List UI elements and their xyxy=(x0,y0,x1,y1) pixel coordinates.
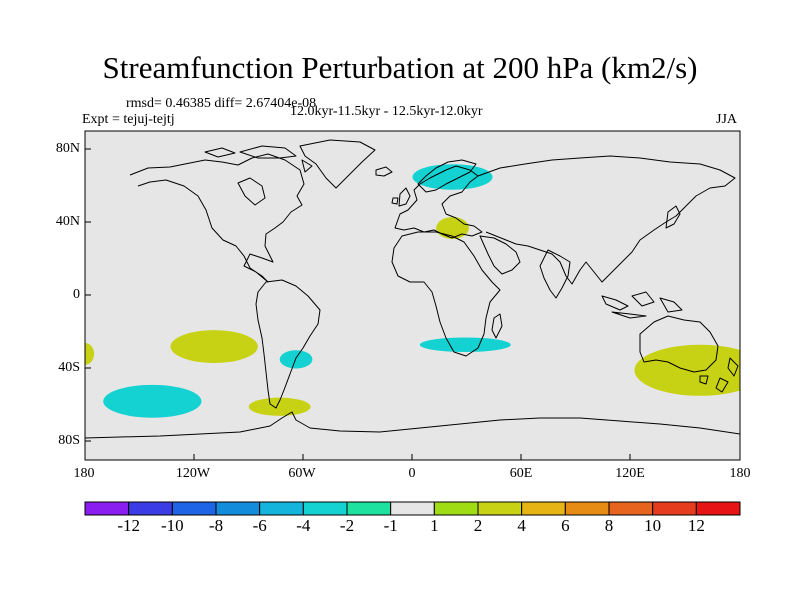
coast-antarctica xyxy=(85,411,740,439)
colorbar-label: 2 xyxy=(473,516,483,535)
colorbar-swatch xyxy=(390,501,435,516)
coast-arctic-islands xyxy=(204,145,313,173)
coast-japan xyxy=(665,205,681,229)
colorbar-swatch xyxy=(477,501,523,516)
lon-label-180w: 180 xyxy=(73,466,95,481)
coast-asia xyxy=(477,155,736,285)
colorbar-swatch xyxy=(433,501,479,516)
anomaly-mediterranean xyxy=(436,217,469,239)
lat-label-80n: 80N xyxy=(55,141,80,156)
lon-label-60w: 60W xyxy=(288,466,316,481)
anomaly-se-pacific xyxy=(170,330,258,363)
anomaly-south-africa xyxy=(419,337,511,353)
coast-south-america xyxy=(255,279,321,409)
colorbar-label: 4 xyxy=(517,516,526,535)
lat-label-40n: 40N xyxy=(55,214,80,229)
colorbar-swatch xyxy=(652,501,697,516)
coast-scandinavia xyxy=(417,159,477,193)
coast-australia xyxy=(639,315,719,373)
coast-new-zealand xyxy=(715,357,739,393)
colorbar-label: -2 xyxy=(339,516,355,535)
colorbar-label: -1 xyxy=(383,516,398,535)
colorbar-label: 12 xyxy=(687,516,705,535)
colorbar-swatch xyxy=(346,501,392,516)
coast-iceland xyxy=(375,166,393,177)
colorbar-label: -4 xyxy=(296,516,311,535)
colorbar xyxy=(84,501,741,516)
lon-label-120w: 120W xyxy=(175,466,211,481)
lon-label-180e: 180 xyxy=(729,466,751,481)
anomaly-south-pacific xyxy=(103,384,202,418)
colorbar-label: 6 xyxy=(561,516,570,535)
colorbar-swatch xyxy=(608,501,654,516)
anomaly-argentina xyxy=(279,350,313,369)
lon-label-0: 0 xyxy=(408,466,416,481)
anomaly-dateline-edge xyxy=(85,342,95,365)
colorbar-label: 8 xyxy=(604,516,614,535)
colorbar-label: 10 xyxy=(644,516,662,535)
colorbar-swatch xyxy=(84,501,130,516)
coast-madagascar xyxy=(491,313,503,339)
lat-label-0: 0 xyxy=(73,287,80,302)
colorbar-swatch xyxy=(302,501,348,516)
stats-text: rmsd= 0.46385 diff= 2.67404e-08 xyxy=(126,96,317,111)
coast-british-isles xyxy=(391,187,411,207)
colorbar-label: 1 xyxy=(430,516,439,535)
colorbar-label: -12 xyxy=(117,516,140,535)
colorbar-label: -10 xyxy=(160,516,184,535)
colorbar-swatch xyxy=(695,501,741,516)
colorbar-swatch xyxy=(521,501,566,516)
coast-tasmania xyxy=(699,375,709,385)
coast-india xyxy=(539,249,571,299)
map-title: Streamfunction Perturbation at 200 hPa (… xyxy=(102,50,698,85)
coastlines xyxy=(85,139,740,439)
colorbar-swatch xyxy=(564,501,610,516)
colorbar-swatch xyxy=(215,501,261,516)
colorbar-label: -8 xyxy=(208,516,224,535)
anomaly-drake-passage xyxy=(248,397,311,416)
lon-label-60e: 60E xyxy=(509,466,533,481)
colorbar-swatch xyxy=(259,501,304,516)
coast-indonesia xyxy=(601,291,683,319)
colorbar-swatch xyxy=(128,501,173,516)
colorbar-label: -6 xyxy=(252,516,267,535)
coast-arabia xyxy=(479,235,521,275)
coast-africa xyxy=(391,231,501,357)
coast-north-america xyxy=(129,153,305,283)
season-label: JJA xyxy=(716,112,738,127)
lat-label-40s: 40S xyxy=(58,360,80,375)
coast-greenland xyxy=(299,139,376,189)
experiment-label: Expt = tejuj-tejtj xyxy=(82,112,175,127)
lon-label-120e: 120E xyxy=(615,466,645,481)
anomaly-australia-tasman-sea xyxy=(634,344,740,396)
period-label: 12.0kyr-11.5kyr - 12.5kyr-12.0kyr xyxy=(290,104,483,119)
colorbar-swatch xyxy=(171,501,217,516)
lat-label-80s: 80S xyxy=(58,433,80,448)
axis-ticks xyxy=(85,148,631,460)
coast-hudson-bay xyxy=(237,177,266,206)
